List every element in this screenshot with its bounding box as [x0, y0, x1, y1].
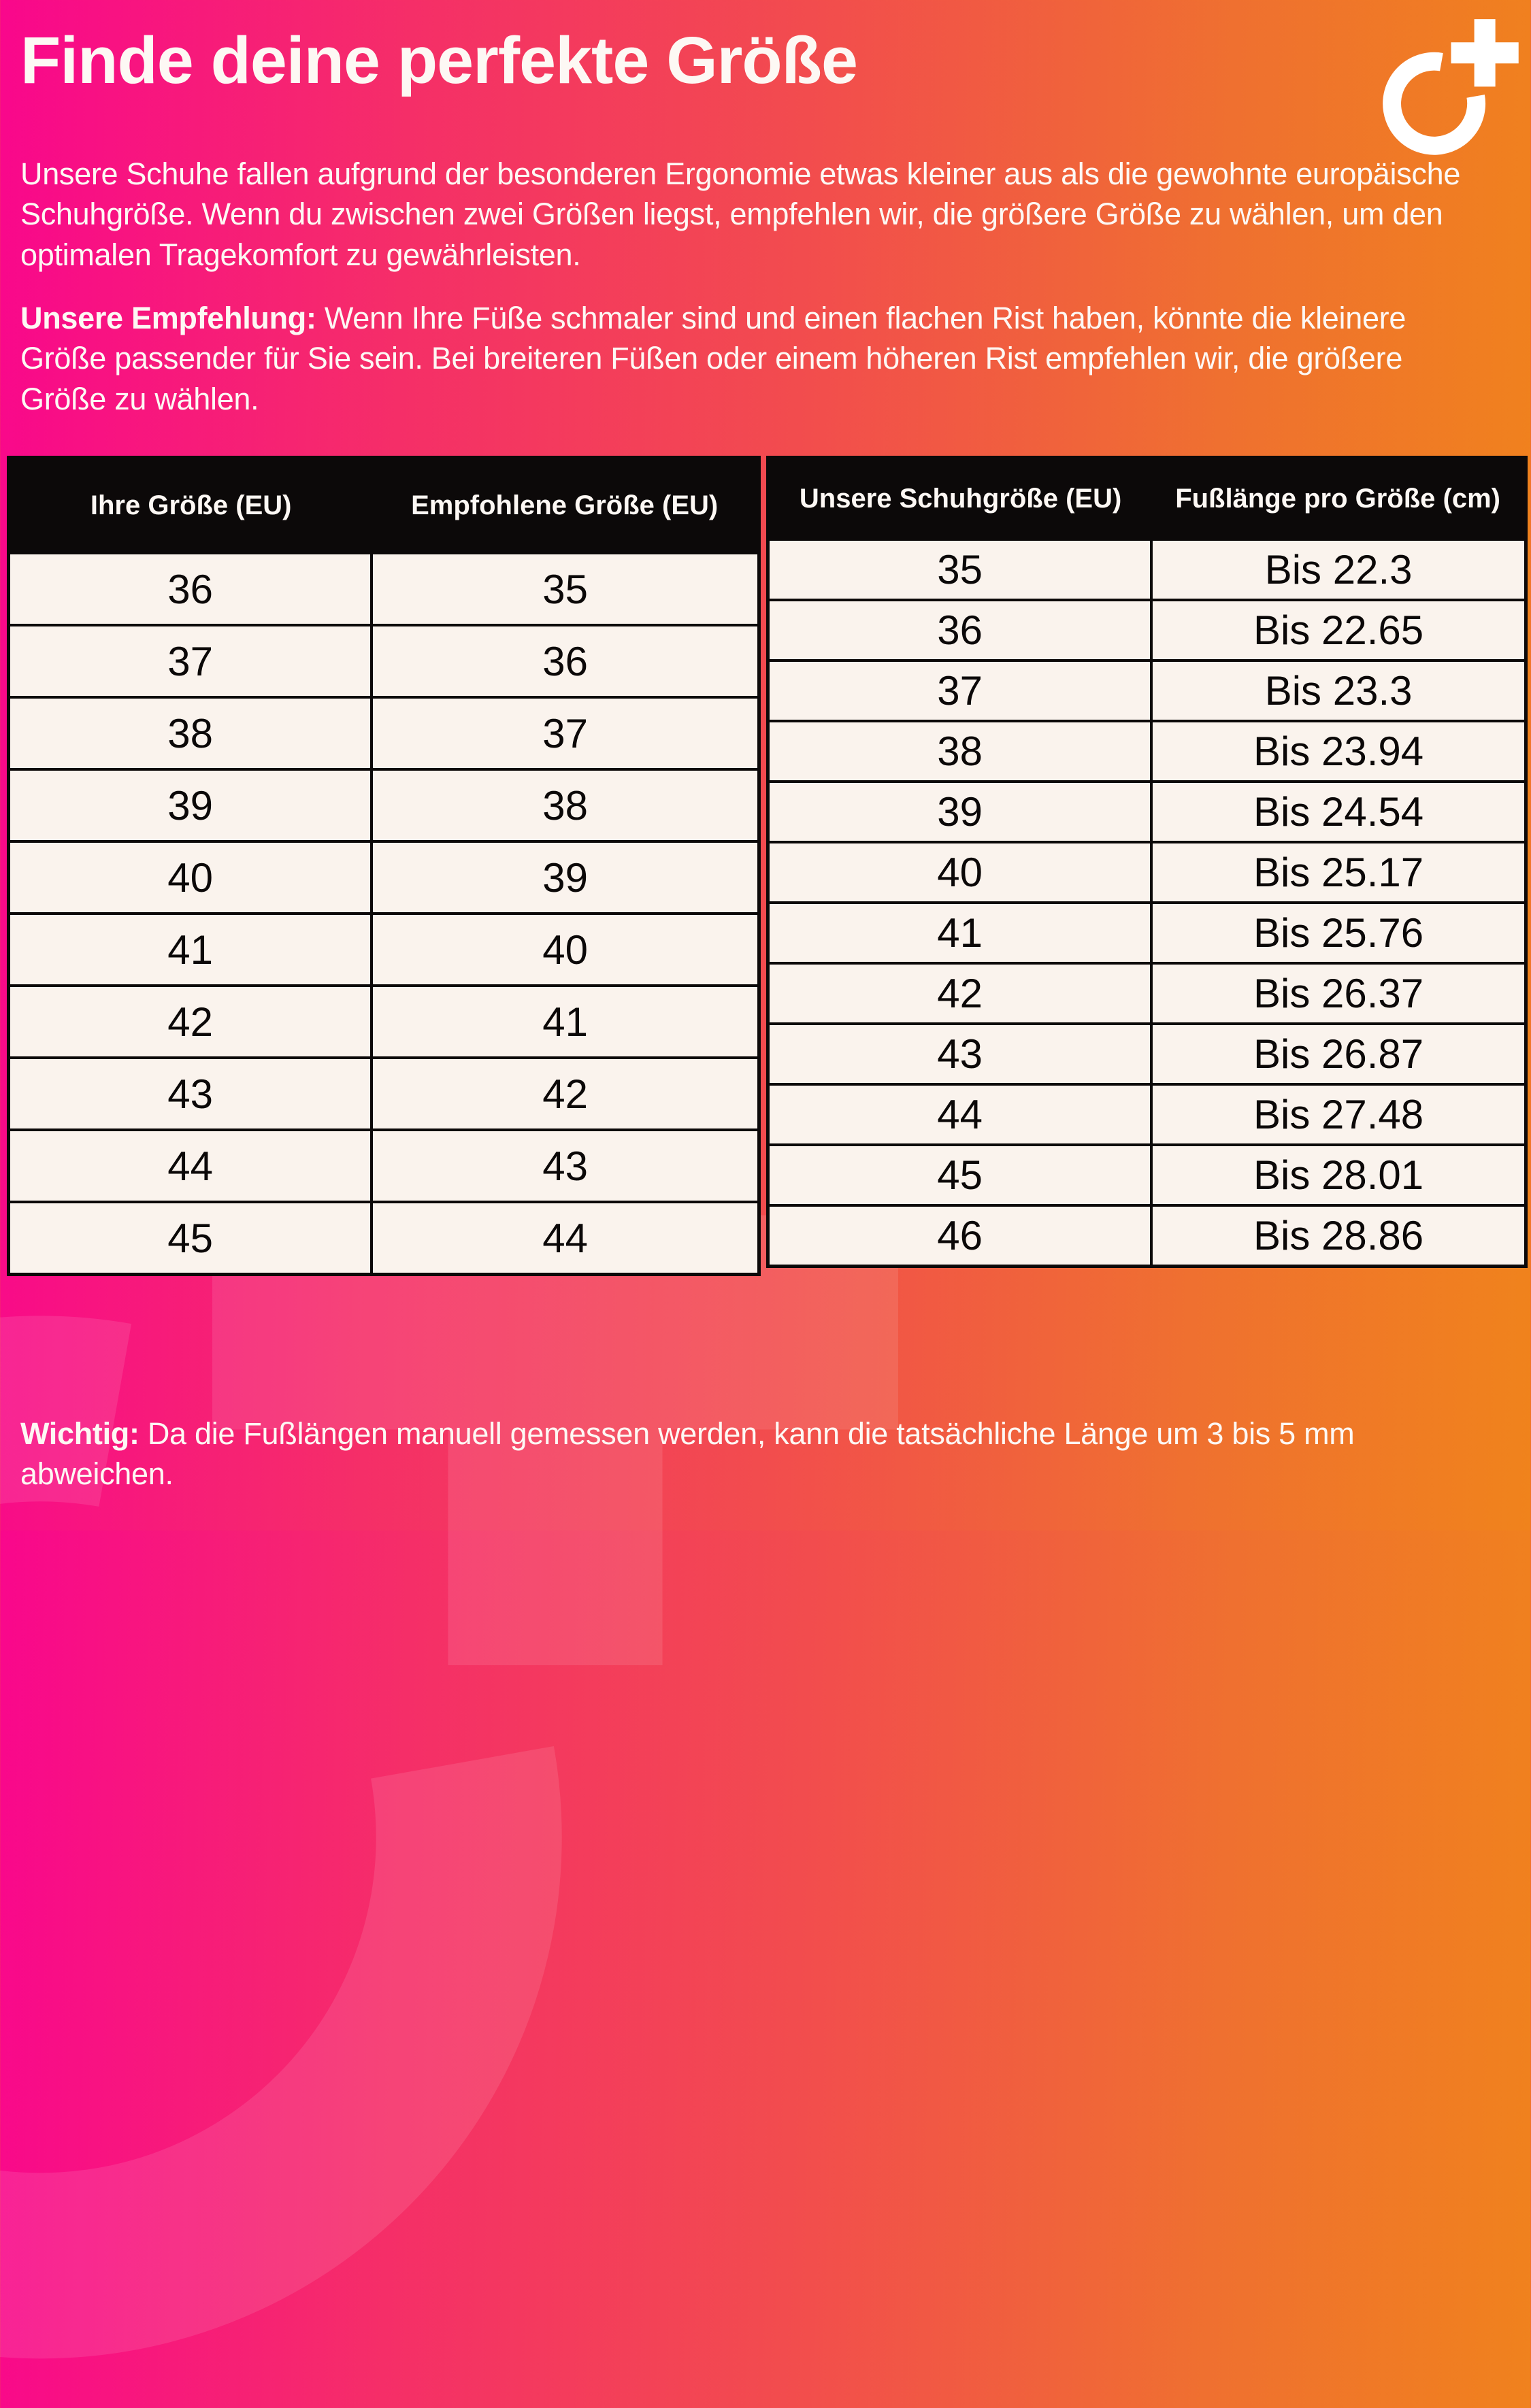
table-cell: 35: [766, 538, 1153, 601]
table-row: 40 Bis 25.17: [766, 841, 1528, 904]
table-cell: 45: [7, 1201, 374, 1276]
page-title: Finde deine perfekte Größe: [20, 23, 858, 97]
table-cell: Bis 24.54: [1150, 780, 1528, 843]
table-cell: 42: [7, 984, 374, 1059]
table-row: 43 42: [7, 1056, 761, 1131]
table-cell: 38: [370, 768, 761, 843]
table-row: 41 40: [7, 912, 761, 987]
table-row: 44 Bis 27.48: [766, 1083, 1528, 1146]
intro-paragraph: Unsere Schuhe fallen aufgrund der besond…: [20, 154, 1487, 275]
table-row: 42 Bis 26.37: [766, 962, 1528, 1025]
table-cell: 36: [370, 624, 761, 699]
table-cell: 35: [370, 552, 761, 626]
size-conversion-table: Ihre Größe (EU) Empfohlene Größe (EU) 36…: [7, 456, 761, 1276]
table-cell: 38: [766, 720, 1153, 783]
footnote-text: Da die Fußlängen manuell gemessen werden…: [20, 1416, 1355, 1492]
table-row: 44 43: [7, 1128, 761, 1203]
table-cell: Bis 26.37: [1150, 962, 1528, 1025]
table-row: 39 38: [7, 768, 761, 843]
table-cell: 36: [766, 599, 1153, 662]
table-row: 43 Bis 26.87: [766, 1022, 1528, 1086]
table-cell: Bis 23.94: [1150, 720, 1528, 783]
table-cell: 37: [7, 624, 374, 699]
table-row: 36 35: [7, 552, 761, 626]
size-tables: Ihre Größe (EU) Empfohlene Größe (EU) 36…: [7, 456, 1528, 1276]
table-cell: 45: [766, 1143, 1153, 1207]
table-cell: 37: [370, 696, 761, 771]
table-cell: Bis 25.76: [1150, 901, 1528, 965]
table-header-row: Ihre Größe (EU) Empfohlene Größe (EU): [8, 457, 759, 553]
table-cell: Bis 27.48: [1150, 1083, 1528, 1146]
table-cell: 43: [7, 1056, 374, 1131]
table-cell: Bis 25.17: [1150, 841, 1528, 904]
table-cell: 41: [766, 901, 1153, 965]
brand-ring-plus-logo-icon: [1383, 19, 1519, 155]
table-cell: 39: [370, 840, 761, 915]
table-row: 45 44: [7, 1201, 761, 1276]
table-cell: 40: [370, 912, 761, 987]
table-row: 38 Bis 23.94: [766, 720, 1528, 783]
table-cell: 42: [766, 962, 1153, 1025]
recommendation-text: Wenn Ihre Füße schmaler sind und einen f…: [20, 301, 1406, 416]
table-cell: Bis 22.3: [1150, 538, 1528, 601]
table-cell: 40: [766, 841, 1153, 904]
column-header-our-shoe-size: Unsere Schuhgröße (EU): [768, 457, 1152, 539]
table-row: 36 Bis 22.65: [766, 599, 1528, 662]
table-cell: Bis 26.87: [1150, 1022, 1528, 1086]
table-cell: Bis 28.86: [1150, 1204, 1528, 1268]
table-cell: Bis 28.01: [1150, 1143, 1528, 1207]
table-row: 40 39: [7, 840, 761, 915]
table-header-row: Unsere Schuhgröße (EU) Fußlänge pro Größ…: [768, 457, 1526, 539]
table-cell: 41: [370, 984, 761, 1059]
table-row: 38 37: [7, 696, 761, 771]
table-row: 39 Bis 24.54: [766, 780, 1528, 843]
column-header-your-size: Ihre Größe (EU): [8, 457, 372, 553]
table-cell: 39: [766, 780, 1153, 843]
intro-text: Unsere Schuhe fallen aufgrund der besond…: [20, 156, 1461, 272]
table-cell: 40: [7, 840, 374, 915]
page-content: Finde deine perfekte Größe Unsere Schuhe…: [7, 19, 1528, 1494]
footnote-paragraph: Wichtig: Da die Fußlängen manuell gemess…: [20, 1414, 1470, 1494]
table-cell: 37: [766, 659, 1153, 722]
table-row: 42 41: [7, 984, 761, 1059]
table-cell: 36: [7, 552, 374, 626]
table-cell: 43: [370, 1128, 761, 1203]
recommendation-paragraph: Unsere Empfehlung: Wenn Ihre Füße schmal…: [20, 298, 1490, 419]
table-cell: 41: [7, 912, 374, 987]
table-cell: 39: [7, 768, 374, 843]
size-guide-infographic: { "header": { "title": "Finde deine perf…: [0, 0, 1531, 1531]
table-cell: Bis 23.3: [1150, 659, 1528, 722]
column-header-foot-length: Fußlänge pro Größe (cm): [1151, 457, 1526, 539]
table-cell: 44: [370, 1201, 761, 1276]
table-row: 45 Bis 28.01: [766, 1143, 1528, 1207]
table-cell: Bis 22.65: [1150, 599, 1528, 662]
table-cell: 42: [370, 1056, 761, 1131]
table-cell: 46: [766, 1204, 1153, 1268]
table-row: 35 Bis 22.3: [766, 538, 1528, 601]
column-header-recommended-size: Empfohlene Größe (EU): [372, 457, 759, 553]
table-row: 46 Bis 28.86: [766, 1204, 1528, 1268]
table-cell: 43: [766, 1022, 1153, 1086]
table-row: 41 Bis 25.76: [766, 901, 1528, 965]
table-row: 37 36: [7, 624, 761, 699]
table-row: 37 Bis 23.3: [766, 659, 1528, 722]
table-cell: 44: [766, 1083, 1153, 1146]
recommendation-label: Unsere Empfehlung:: [20, 301, 316, 335]
footnote-label: Wichtig:: [20, 1416, 139, 1451]
table-cell: 38: [7, 696, 374, 771]
foot-length-table: Unsere Schuhgröße (EU) Fußlänge pro Größ…: [766, 456, 1528, 1268]
table-cell: 44: [7, 1128, 374, 1203]
